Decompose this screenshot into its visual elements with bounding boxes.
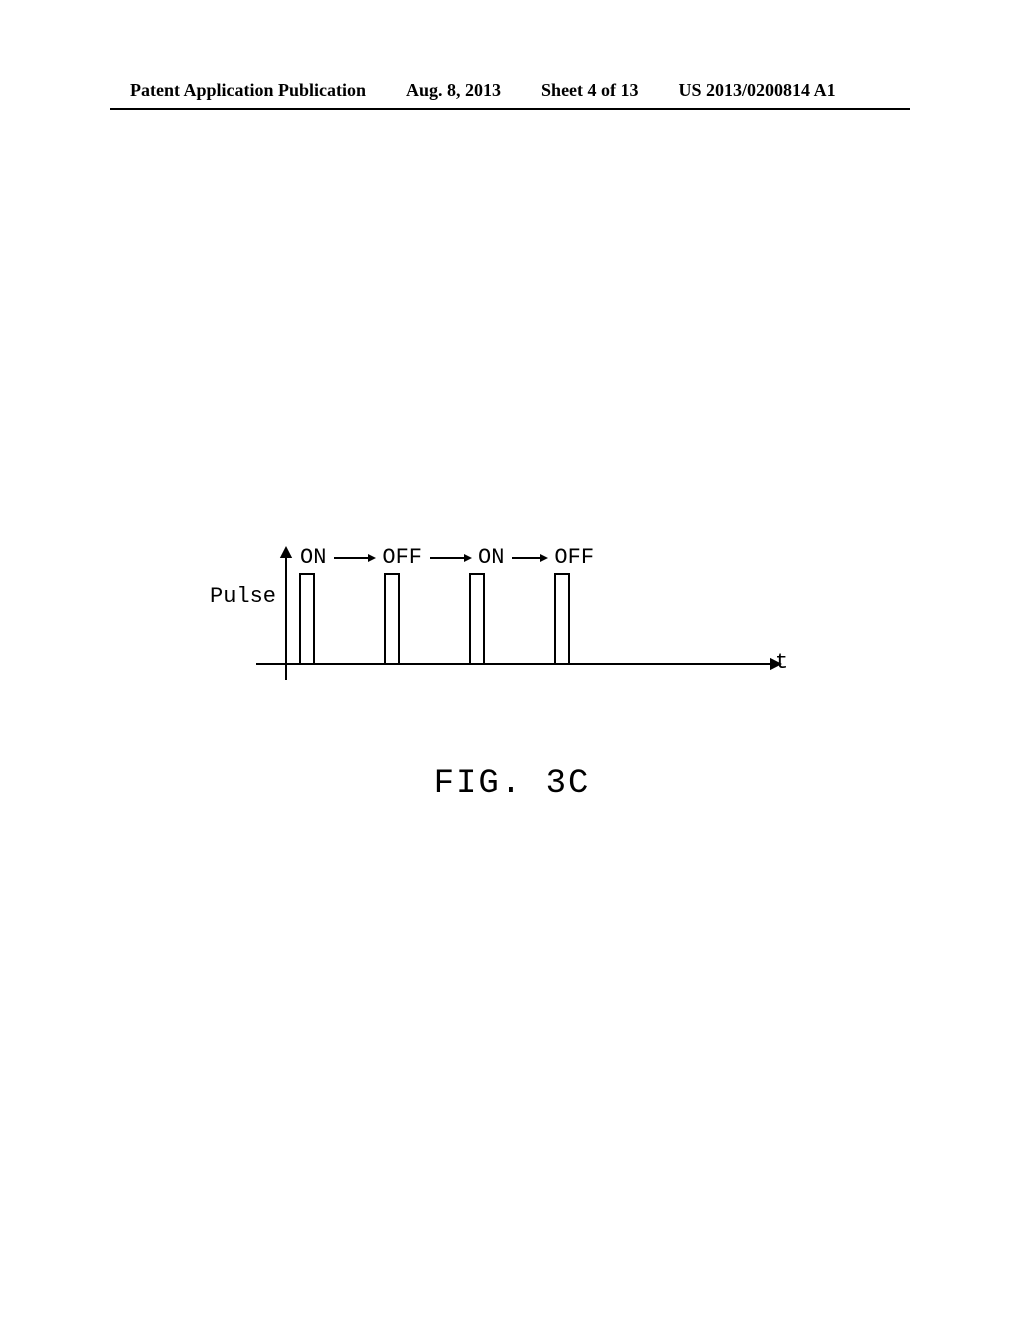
publication-date: Aug. 8, 2013 — [406, 80, 501, 101]
page-header: Patent Application Publication Aug. 8, 2… — [0, 80, 1024, 101]
sheet-number: Sheet 4 of 13 — [541, 80, 639, 101]
pulse-chart-svg — [190, 540, 830, 760]
figure-label: FIG. 3C — [0, 765, 1024, 803]
header-rule — [110, 108, 910, 110]
publication-type: Patent Application Publication — [130, 80, 366, 101]
publication-number: US 2013/0200814 A1 — [679, 80, 836, 101]
pulse-diagram — [190, 540, 830, 760]
